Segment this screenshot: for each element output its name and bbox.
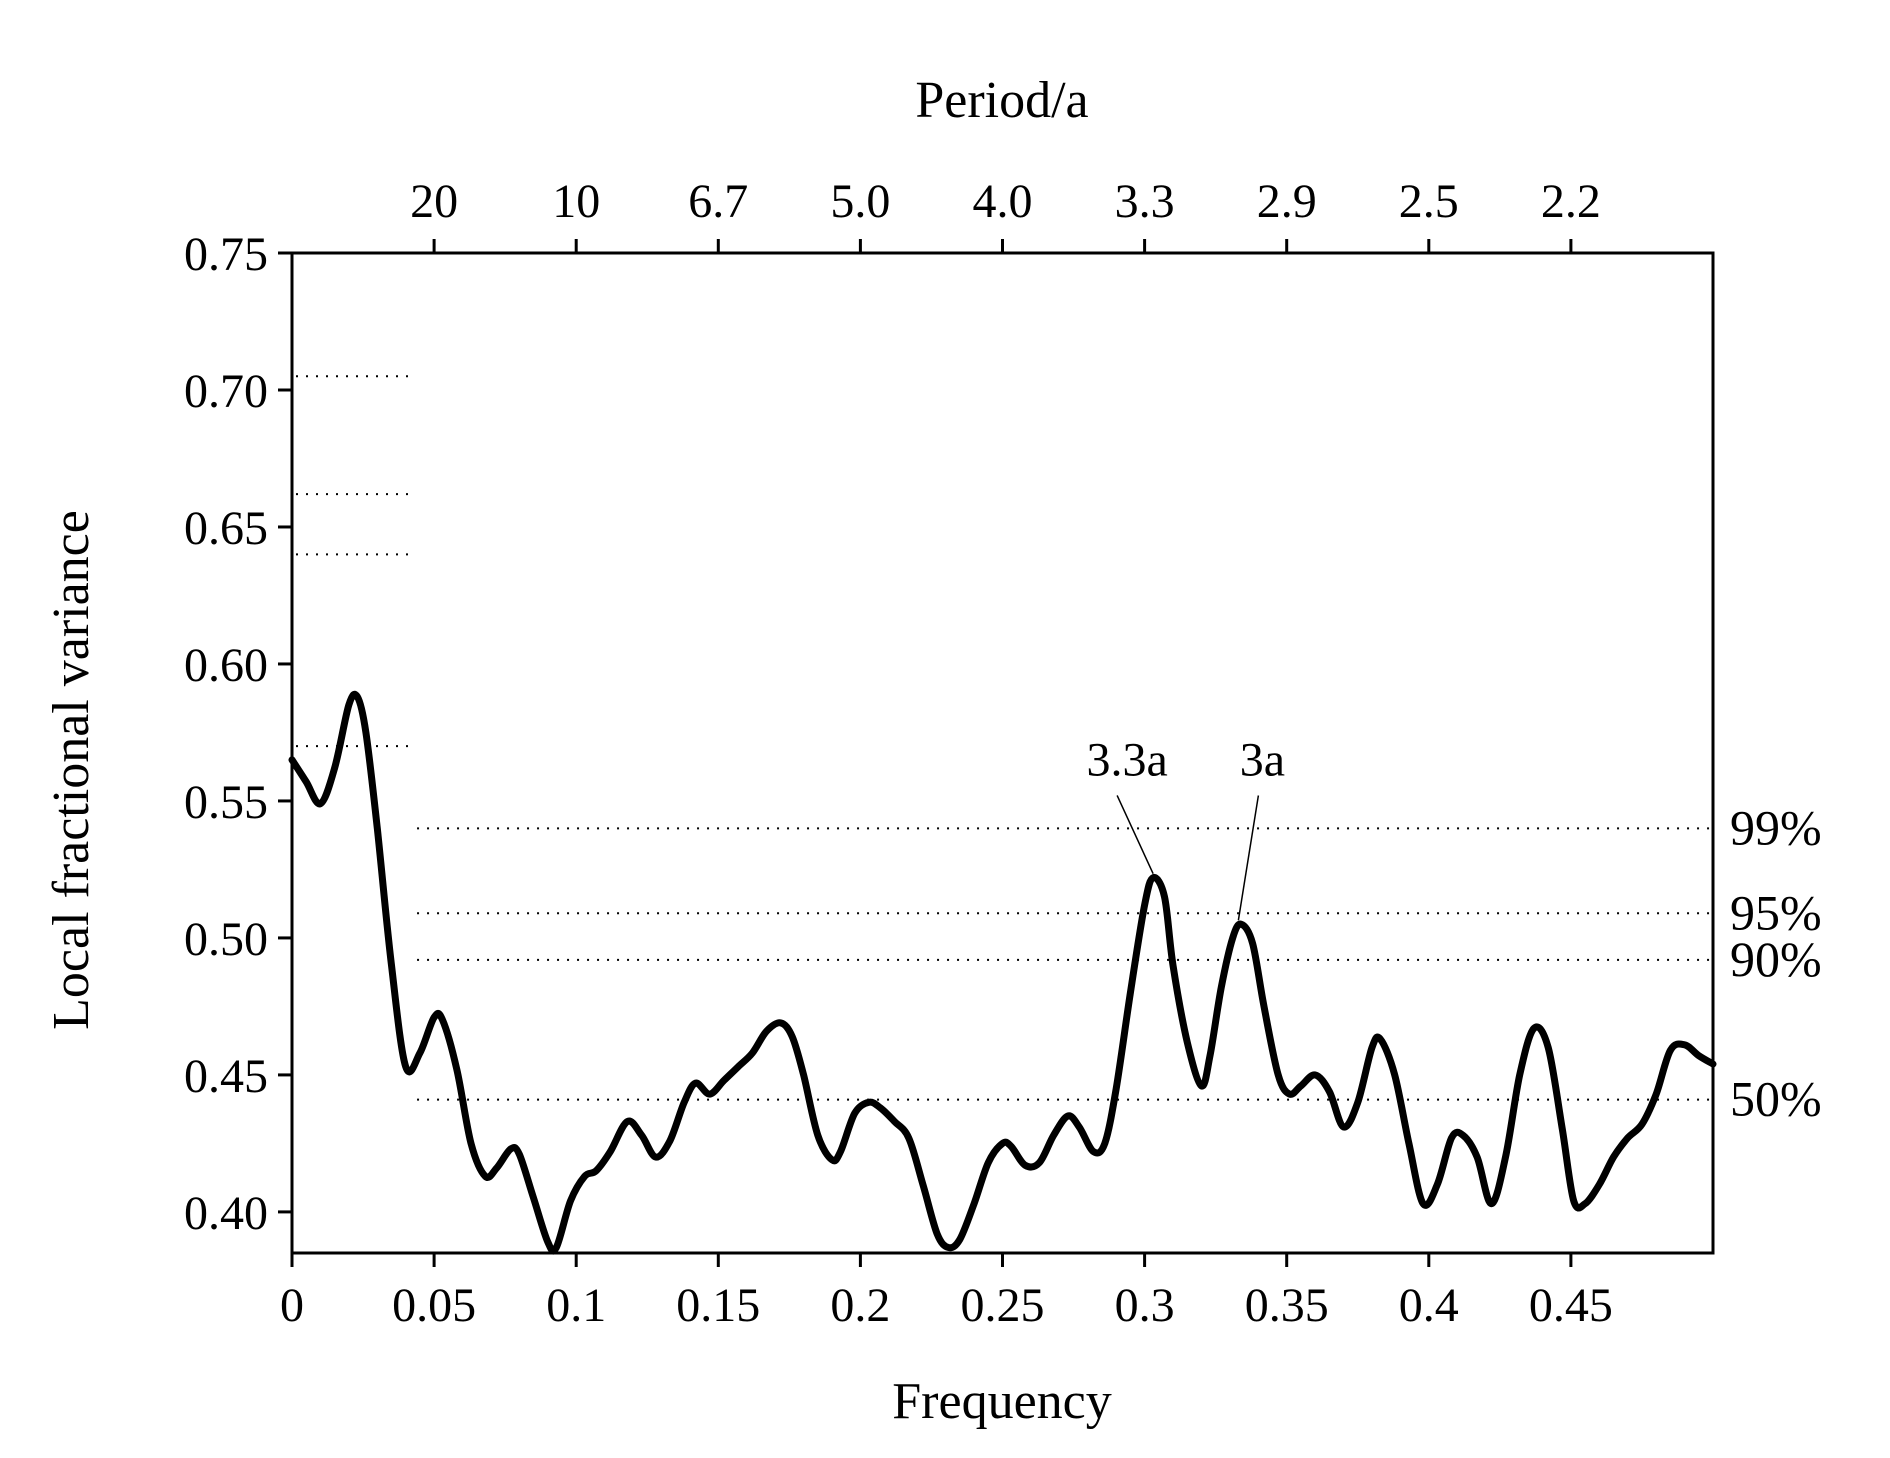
x-tick-label: 0.1 bbox=[546, 1279, 606, 1332]
x-tick-label: 0.45 bbox=[1529, 1279, 1613, 1332]
y-tick-label: 0.40 bbox=[184, 1187, 268, 1240]
x-tick-label: 0.35 bbox=[1245, 1279, 1329, 1332]
series-line bbox=[288, 690, 1717, 1255]
significance-label: 50% bbox=[1730, 1071, 1822, 1127]
annotation-label: 3.3a bbox=[1086, 733, 1167, 786]
annotations: 3.3a 3a bbox=[1086, 733, 1285, 921]
y-tick-label: 0.70 bbox=[184, 365, 268, 418]
annotation-leader bbox=[1116, 795, 1154, 874]
x-tick-label: 0.3 bbox=[1115, 1279, 1175, 1332]
top-tick-label: 10 bbox=[552, 175, 600, 228]
y-tick-label: 0.75 bbox=[184, 228, 268, 281]
top-tick-label: 3.3 bbox=[1115, 175, 1175, 228]
x-tick-label: 0 bbox=[280, 1279, 304, 1332]
x-tick-label: 0.4 bbox=[1399, 1279, 1459, 1332]
y-tick-label: 0.50 bbox=[184, 913, 268, 966]
x-tick-label: 0.25 bbox=[961, 1279, 1045, 1332]
y-axis-label: Local fractional variance bbox=[43, 510, 100, 1030]
top-tick-label: 4.0 bbox=[973, 175, 1033, 228]
x-tick-label: 0.2 bbox=[830, 1279, 890, 1332]
top-tick-label: 5.0 bbox=[830, 175, 890, 228]
x-axis-label: Frequency bbox=[892, 1373, 1111, 1430]
y-tick-label: 0.60 bbox=[184, 639, 268, 692]
y-tick-label: 0.45 bbox=[184, 1050, 268, 1103]
x-tick-label: 0.05 bbox=[392, 1279, 476, 1332]
significance-label: 99% bbox=[1730, 799, 1822, 855]
top-axis-label: Period/a bbox=[915, 72, 1088, 129]
top-tick-label: 2.2 bbox=[1541, 175, 1601, 228]
significance-lines: 99% 95%90% 50% bbox=[296, 375, 1822, 1127]
y-tick-label: 0.55 bbox=[184, 776, 268, 829]
significance-label: 95% bbox=[1730, 884, 1822, 940]
series-layer bbox=[288, 690, 1717, 1255]
x-tick-label: 0.15 bbox=[676, 1279, 760, 1332]
annotation-label: 3a bbox=[1240, 733, 1285, 786]
plot-frame bbox=[290, 251, 1715, 1255]
top-tick-label: 2.9 bbox=[1257, 175, 1317, 228]
top-tick-label: 20 bbox=[410, 175, 458, 228]
y-tick-label: 0.65 bbox=[184, 502, 268, 555]
axis-ticks: 0 0.05 0.1 0.15 0.2 0.25 0.3 0.35 0.4 0.45 0.40 0.4… bbox=[184, 175, 1613, 1332]
significance-label: 90% bbox=[1730, 931, 1822, 987]
top-tick-label: 2.5 bbox=[1399, 175, 1459, 228]
top-tick-label: 6.7 bbox=[688, 175, 748, 228]
annotation-leader bbox=[1237, 795, 1260, 921]
